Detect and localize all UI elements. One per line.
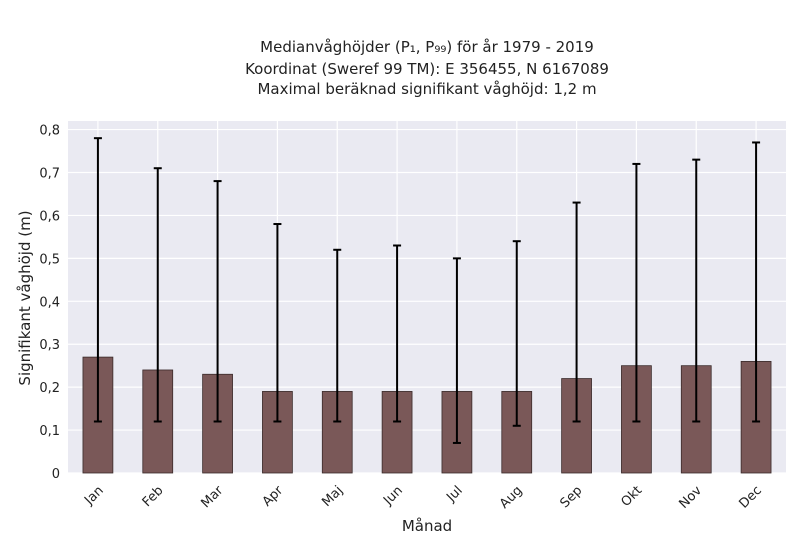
error-bar-apr — [273, 223, 282, 423]
x-tick-label-dec: Dec — [737, 483, 765, 511]
y-tick-label: 0 — [52, 467, 60, 482]
x-tick-labels: Jan Feb Mar Apr Maj Jun Jul Aug Sep Okt Nov Dec — [81, 483, 765, 512]
chart-title-line-1: Medianvåghöjder (P₁, P₉₉) för år 1979 - … — [260, 38, 594, 56]
error-bar-nov — [692, 158, 701, 423]
chart-title-line-2: Koordinat (Sweref 99 TM): E 356455, N 61… — [245, 60, 609, 78]
error-bar-sep — [572, 201, 581, 423]
x-tick-label-feb: Feb — [140, 483, 167, 510]
x-axis-label: Månad — [402, 517, 452, 535]
y-tick-label: 0,1 — [39, 424, 60, 439]
error-bar-jun — [393, 244, 402, 423]
x-tick-label-okt: Okt — [618, 483, 645, 510]
x-tick-label-mar: Mar — [198, 483, 226, 511]
x-tick-label-apr: Apr — [260, 483, 287, 510]
y-tick-label: 0,4 — [39, 295, 60, 310]
error-bar-okt — [632, 162, 641, 423]
y-tick-label: 0,7 — [39, 167, 60, 182]
x-tick-label-maj: Maj — [319, 483, 346, 510]
x-tick-label-nov: Nov — [677, 483, 706, 512]
error-bar-dec — [752, 141, 761, 423]
error-bar-jul — [452, 257, 461, 444]
y-tick-labels: 0 0,1 0,2 0,3 0,4 0,5 0,6 0,7 0,8 — [39, 124, 60, 482]
chart-title-line-3: Maximal beräknad signifikant våghöjd: 1,… — [257, 80, 596, 98]
x-tick-label-jul: Jul — [443, 483, 465, 505]
error-bars — [93, 137, 761, 444]
y-axis-label: Signifikant våghöjd (m) — [16, 210, 34, 385]
error-bar-mar — [213, 180, 222, 423]
error-bar-jan — [93, 137, 102, 423]
error-bar-aug — [512, 240, 521, 427]
y-tick-label: 0,6 — [39, 209, 60, 224]
error-bar-maj — [333, 248, 342, 423]
error-bar-feb — [153, 167, 162, 423]
x-tick-label-jun: Jun — [380, 483, 406, 509]
y-tick-label: 0,5 — [39, 252, 60, 267]
x-tick-label-jan: Jan — [81, 483, 106, 508]
y-tick-label: 0,3 — [39, 338, 60, 353]
plot-area — [68, 121, 786, 473]
y-tick-label: 0,2 — [39, 381, 60, 396]
x-tick-label-sep: Sep — [557, 483, 585, 511]
y-tick-label: 0,8 — [39, 124, 60, 139]
x-tick-label-aug: Aug — [497, 483, 526, 512]
